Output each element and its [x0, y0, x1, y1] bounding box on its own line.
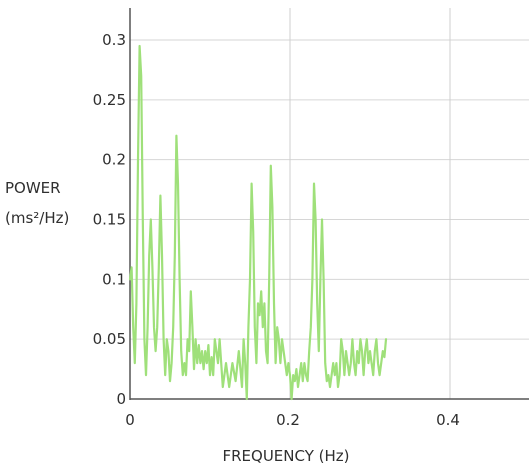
series-group [128, 44, 388, 401]
y-tick-label: 0.25 [93, 91, 126, 109]
tick-labels: 0 0.05 0.1 0.15 0.2 0.25 0.3 0 0.2 0.4 [93, 31, 460, 429]
y-axis-title-line-2: (ms²/Hz) [5, 209, 69, 227]
grid-lines [130, 8, 529, 399]
x-tick-label: 0.2 [276, 411, 300, 429]
y-tick-label: 0.05 [93, 330, 126, 348]
series-line [128, 44, 388, 401]
y-tick-label: 0.2 [102, 151, 126, 169]
x-tick-label: 0 [125, 411, 135, 429]
x-axis-title: FREQUENCY (Hz) [222, 447, 349, 465]
axes [129, 8, 529, 400]
y-tick-label: 0.1 [102, 270, 126, 288]
y-tick-label: 0.3 [102, 31, 126, 49]
y-axis-title-line-1: POWER [5, 179, 61, 197]
y-tick-label: 0.15 [93, 211, 126, 229]
x-tick-label: 0.4 [436, 411, 460, 429]
y-tick-label: 0 [116, 390, 126, 408]
